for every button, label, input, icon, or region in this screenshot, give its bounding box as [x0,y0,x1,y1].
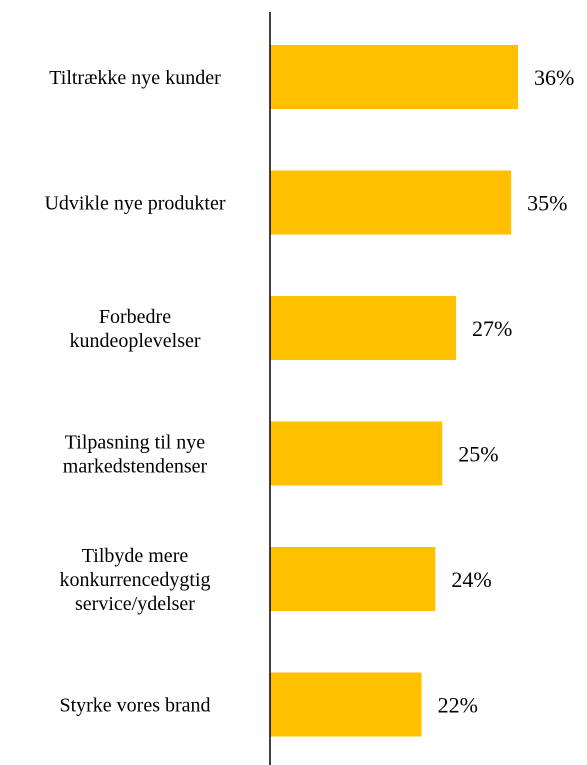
category-labels-group: Tiltrække nye kunder Udvikle nye produkte… [44,67,225,717]
category-label-line: service/ydelser [75,593,195,615]
bar-1 [270,170,512,235]
category-label-line: markedstendenser [63,456,208,478]
bar-5 [270,672,422,737]
category-label-4: Tilbyde mere konkurrencedygtig service/yde… [59,545,210,615]
category-label-line: Tilpasning til nye [65,432,206,454]
category-label-3: Tilpasning til nye markedstendenser [63,432,208,478]
value-label-0: 36% [534,65,574,90]
category-label-1: Udvikle nye produkter [44,193,225,215]
category-label-line: konkurrencedygtig [59,569,210,591]
bar-3 [270,421,443,486]
category-label-2: Forbedre kundeoplevelser [69,306,200,352]
value-label-4: 24% [451,567,491,592]
value-label-3: 25% [458,442,498,467]
value-label-5: 22% [438,693,478,718]
value-label-2: 27% [472,316,512,341]
category-label-line: Tilbyde mere [82,545,189,567]
category-label-line: kundeoplevelser [69,330,200,352]
category-label-line: Udvikle nye produkter [44,193,225,215]
bars-group [270,45,519,737]
value-labels-group: 36% 35% 27% 25% 24% 22% [438,65,575,718]
value-label-1: 35% [527,191,567,216]
category-label-0: Tiltrække nye kunder [49,67,221,89]
category-label-5: Styrke vores brand [59,695,210,717]
category-label-line: Tiltrække nye kunder [49,67,221,89]
category-label-line: Styrke vores brand [59,695,210,717]
bar-0 [270,45,519,109]
category-label-line: Forbedre [99,306,171,328]
bar-2 [270,296,457,360]
bar-4 [270,547,436,611]
